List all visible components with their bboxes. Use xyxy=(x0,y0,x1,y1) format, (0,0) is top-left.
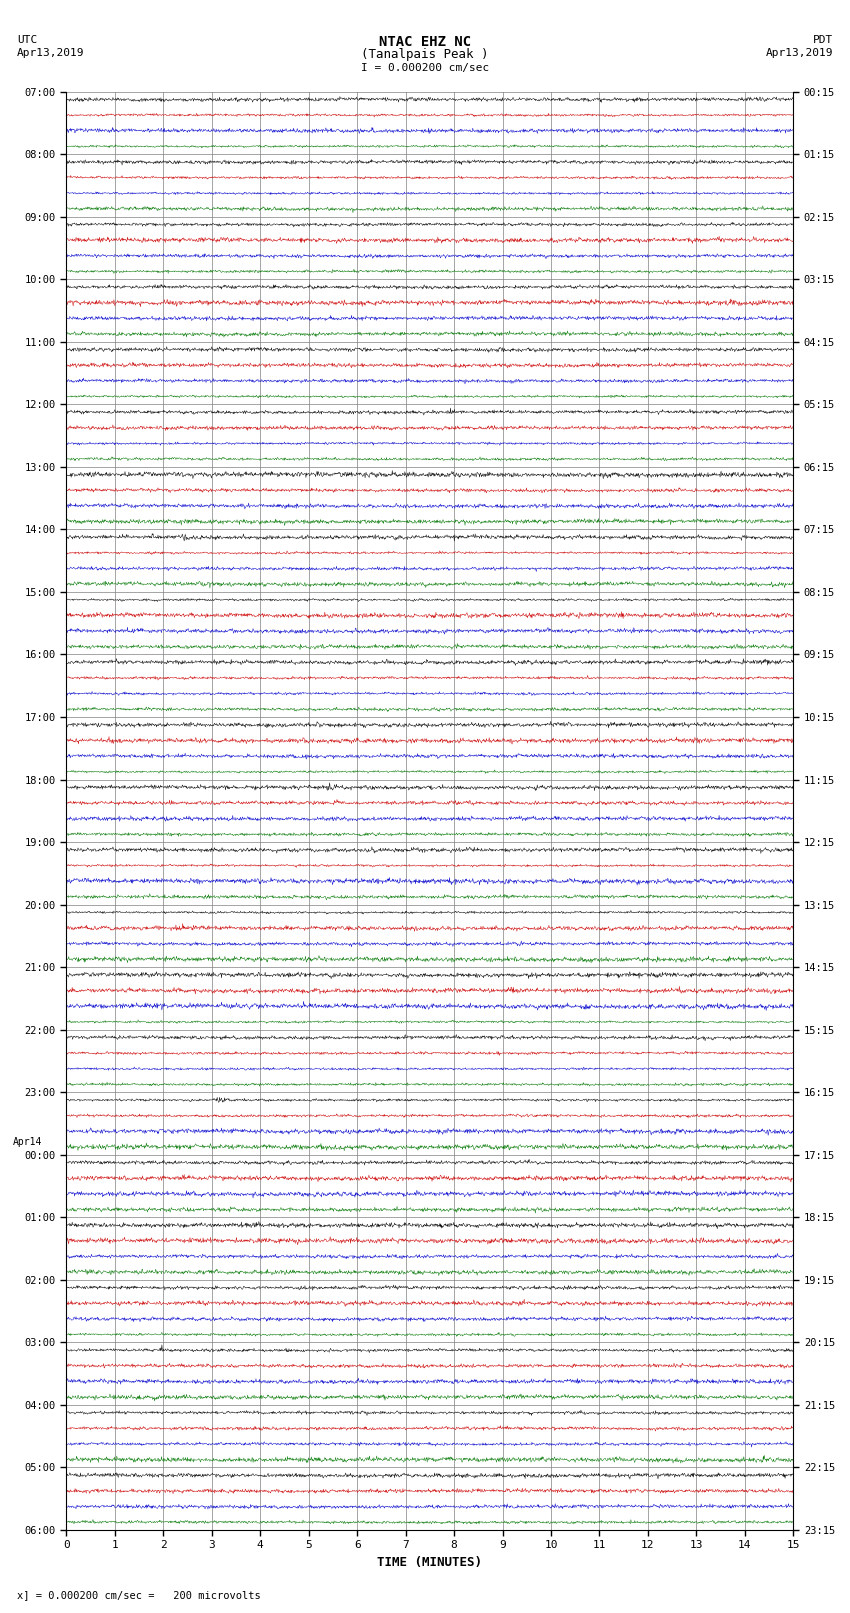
Text: x] = 0.000200 cm/sec =   200 microvolts: x] = 0.000200 cm/sec = 200 microvolts xyxy=(17,1590,261,1600)
Text: Apr13,2019: Apr13,2019 xyxy=(17,48,84,58)
Text: Apr13,2019: Apr13,2019 xyxy=(766,48,833,58)
Text: UTC: UTC xyxy=(17,35,37,45)
Text: I = 0.000200 cm/sec: I = 0.000200 cm/sec xyxy=(361,63,489,73)
Text: NTAC EHZ NC: NTAC EHZ NC xyxy=(379,35,471,50)
Text: Apr14: Apr14 xyxy=(13,1137,42,1147)
Text: (Tanalpais Peak ): (Tanalpais Peak ) xyxy=(361,48,489,61)
Text: PDT: PDT xyxy=(813,35,833,45)
X-axis label: TIME (MINUTES): TIME (MINUTES) xyxy=(377,1557,482,1569)
